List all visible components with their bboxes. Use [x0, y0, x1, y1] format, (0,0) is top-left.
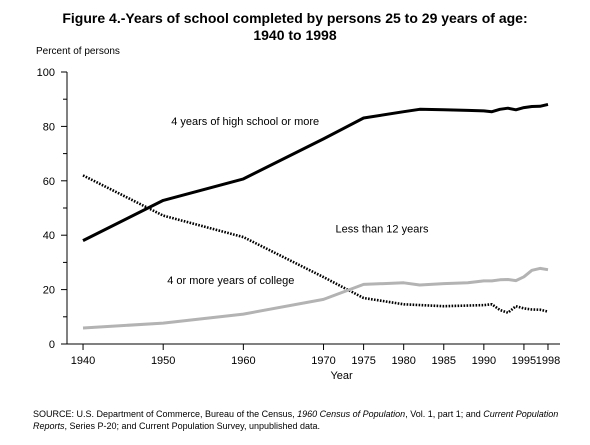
series-label-less-than-12: Less than 12 years [336, 223, 429, 235]
series-line-college [82, 266, 549, 330]
y-tick-label: 100 [37, 67, 55, 79]
y-tick-label: 40 [43, 230, 55, 242]
source-note: SOURCE: U.S. Department of Commerce, Bur… [33, 408, 573, 432]
source-italic-census: 1960 Census of Population [297, 409, 406, 419]
series-label-high-school: 4 years of high school or more [171, 116, 319, 128]
chart-title-line2: 1940 to 1998 [253, 27, 337, 43]
y-tick-label: 80 [43, 121, 55, 133]
y-tick-label: 0 [49, 339, 55, 351]
source-mid: , Vol. 1, part 1; and [405, 409, 484, 419]
source-italic-cpr: Current Population Reports [33, 409, 559, 431]
chart-title-line1: Figure 4.-Years of school completed by p… [62, 10, 528, 26]
x-tick-label: 1940 [71, 355, 95, 367]
y-tick-label: 60 [43, 176, 55, 188]
axes: 0 20 40 60 80 100 1940 1950 1960 1970 1975 1980 1985… [37, 67, 561, 382]
x-axis-label: Year [330, 370, 353, 382]
source-prefix: SOURCE: U.S. Department of Commerce, Bur… [33, 409, 298, 419]
x-tick-label: 1970 [311, 355, 335, 367]
x-tick-label: 1985 [432, 355, 456, 367]
chart-title: Figure 4.-Years of school completed by p… [0, 10, 590, 44]
series-annotations: 4 years of high school or more Less than … [167, 116, 429, 287]
series-label-college: 4 or more years of college [167, 275, 294, 287]
series-line-less-than-12 [82, 174, 549, 315]
x-tick-label: 1990 [472, 355, 496, 367]
x-tick-label: 1975 [351, 355, 375, 367]
x-tick-label: 1998 [536, 355, 560, 367]
source-suffix: , Series P-20; and Current Population Su… [64, 421, 321, 431]
x-tick-label: 1960 [231, 355, 255, 367]
series-line-high-school [82, 102, 549, 242]
x-tick-label: 1995 [512, 355, 536, 367]
x-tick-label: 1980 [391, 355, 415, 367]
x-tick-label: 1950 [151, 355, 175, 367]
series-group [82, 102, 549, 330]
y-tick-label: 20 [43, 285, 55, 297]
y-axis-label: Percent of persons [36, 46, 120, 57]
